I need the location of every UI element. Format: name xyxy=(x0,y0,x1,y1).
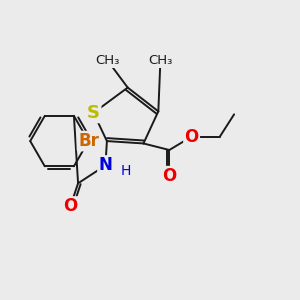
Text: CH₃: CH₃ xyxy=(148,54,172,67)
Text: O: O xyxy=(184,128,199,146)
Text: O: O xyxy=(162,167,176,185)
Text: O: O xyxy=(63,197,77,215)
Text: S: S xyxy=(87,104,100,122)
Text: N: N xyxy=(98,157,112,175)
Text: CH₃: CH₃ xyxy=(96,54,120,67)
Text: Br: Br xyxy=(78,132,99,150)
Text: H: H xyxy=(120,164,131,178)
